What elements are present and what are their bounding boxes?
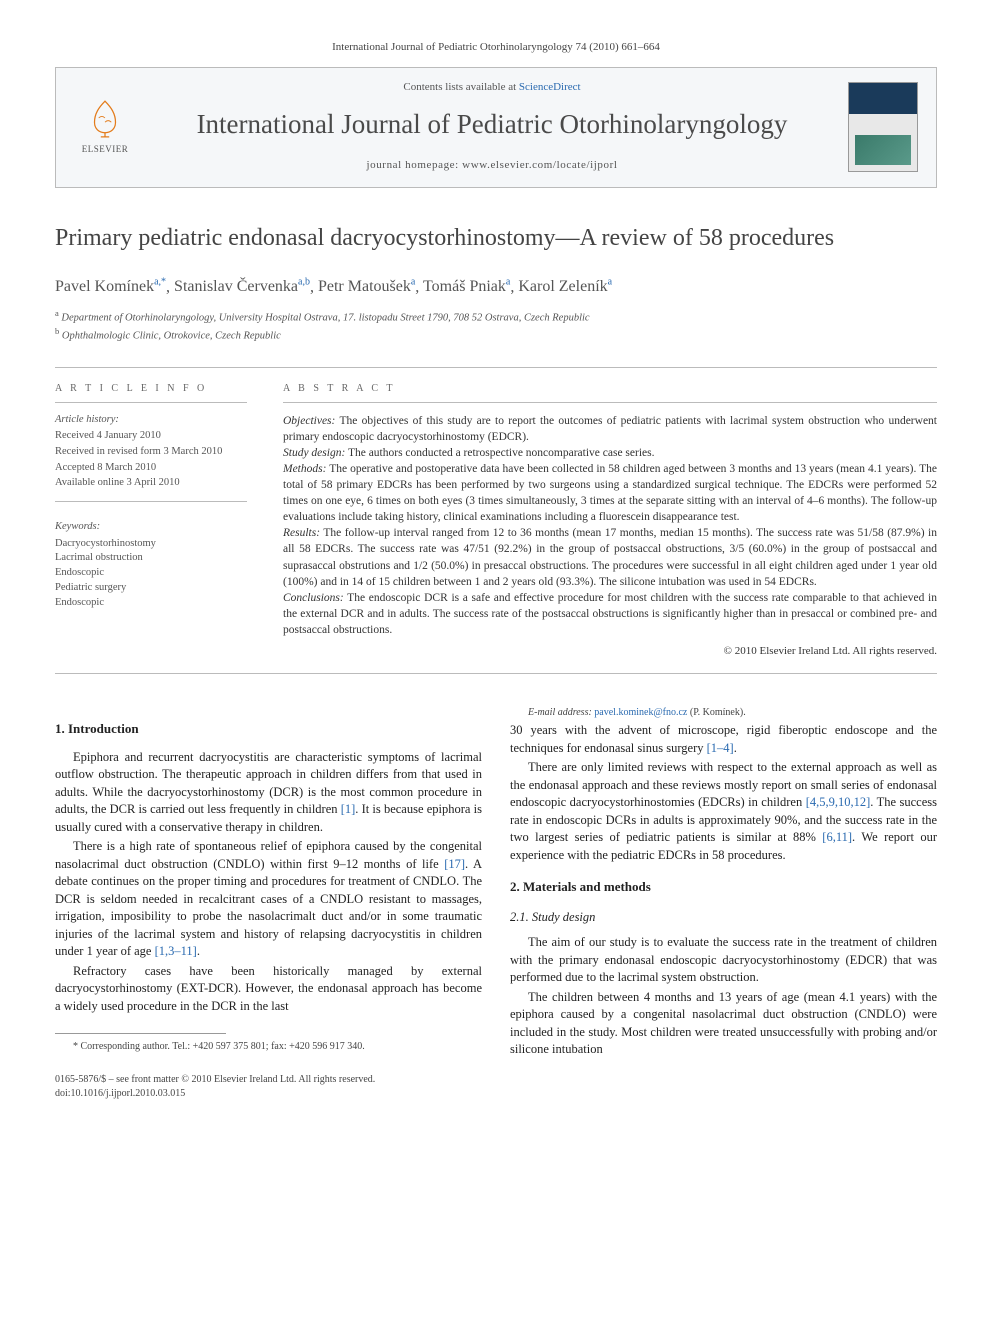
email-footnote: E-mail address: pavel.kominek@fno.cz (P.…: [510, 706, 937, 720]
author: Tomáš Pniaka: [423, 278, 510, 295]
citation-link[interactable]: [1]: [341, 802, 356, 816]
author: Karol Zeleníka: [518, 278, 612, 295]
journal-cover-thumbnail: [848, 82, 918, 172]
body-paragraph: 30 years with the advent of microscope, …: [510, 722, 937, 757]
citation-link[interactable]: [17]: [444, 857, 465, 871]
doi-line: doi:10.1016/j.ijporl.2010.03.015: [55, 1087, 937, 1101]
article-history-title: Article history:: [55, 413, 247, 428]
keyword: Endoscopic: [55, 596, 247, 611]
abstract-methods: Methods: The operative and postoperative…: [283, 461, 937, 525]
author: Pavel Komíneka,*: [55, 278, 166, 295]
abstract-conclusions: Conclusions: The endoscopic DCR is a saf…: [283, 590, 937, 638]
abstract-study-design: Study design: The authors conducted a re…: [283, 445, 937, 461]
body-paragraph: Epiphora and recurrent dacryocystitis ar…: [55, 749, 482, 837]
history-line: Accepted 8 March 2010: [55, 461, 247, 476]
email-link[interactable]: pavel.kominek@fno.cz: [594, 707, 687, 718]
keywords-title: Keywords:: [55, 520, 247, 535]
author: Petr Matoušeka: [318, 278, 415, 295]
section-heading-materials: 2. Materials and methods: [510, 878, 937, 896]
keyword: Pediatric surgery: [55, 581, 247, 596]
article-body: 1. Introduction Epiphora and recurrent d…: [55, 706, 937, 1058]
footnote-rule: [55, 1033, 226, 1034]
journal-header: ELSEVIER Contents lists available at Sci…: [55, 67, 937, 188]
corresponding-author-footnote: * Corresponding author. Tel.: +420 597 3…: [55, 1040, 482, 1054]
copyright: © 2010 Elsevier Ireland Ltd. All rights …: [283, 644, 937, 659]
authors-list: Pavel Komíneka,*, Stanislav Červenkaa,b,…: [55, 276, 937, 299]
subsection-heading-study-design: 2.1. Study design: [510, 909, 937, 927]
citation-link[interactable]: [1–4]: [707, 741, 734, 755]
abstract-heading: A B S T R A C T: [283, 382, 937, 403]
section-heading-introduction: 1. Introduction: [55, 720, 482, 738]
contents-available: Contents lists available at ScienceDirec…: [154, 80, 830, 95]
email-label: E-mail address:: [528, 707, 594, 718]
abstract-results: Results: The follow-up interval ranged f…: [283, 525, 937, 589]
citation-link[interactable]: [6,11]: [822, 830, 852, 844]
contents-prefix: Contents lists available at: [403, 81, 518, 93]
affiliation: a Department of Otorhinolaryngology, Uni…: [55, 308, 937, 326]
history-line: Available online 3 April 2010: [55, 476, 247, 491]
front-matter-line: 0165-5876/$ – see front matter © 2010 El…: [55, 1073, 937, 1087]
article-info-abstract-row: A R T I C L E I N F O Article history: R…: [55, 367, 937, 675]
divider: [55, 501, 247, 502]
keyword: Lacrimal obstruction: [55, 551, 247, 566]
body-paragraph: The aim of our study is to evaluate the …: [510, 934, 937, 987]
elsevier-tree-icon: [84, 97, 126, 139]
abstract-panel: A B S T R A C T Objectives: The objectiv…: [261, 368, 937, 674]
journal-homepage: journal homepage: www.elsevier.com/locat…: [154, 158, 830, 173]
keyword: Dacryocystorhinostomy: [55, 537, 247, 552]
article-title: Primary pediatric endonasal dacryocystor…: [55, 222, 937, 256]
citation-header: International Journal of Pediatric Otorh…: [55, 40, 937, 55]
history-line: Received 4 January 2010: [55, 429, 247, 444]
homepage-url[interactable]: www.elsevier.com/locate/ijporl: [462, 159, 617, 171]
citation-link[interactable]: [1,3–11]: [155, 944, 197, 958]
citation-link[interactable]: [4,5,9,10,12]: [806, 795, 871, 809]
affiliations: a Department of Otorhinolaryngology, Uni…: [55, 308, 937, 344]
publisher-name: ELSEVIER: [82, 143, 129, 156]
homepage-prefix: journal homepage:: [366, 159, 462, 171]
body-paragraph: There is a high rate of spontaneous reli…: [55, 838, 482, 961]
author: Stanislav Červenkaa,b: [174, 278, 310, 295]
sciencedirect-link[interactable]: ScienceDirect: [519, 81, 581, 93]
history-line: Received in revised form 3 March 2010: [55, 445, 247, 460]
body-paragraph: Refractory cases have been historically …: [55, 963, 482, 1016]
article-info-panel: A R T I C L E I N F O Article history: R…: [55, 368, 261, 674]
keyword: Endoscopic: [55, 566, 247, 581]
elsevier-logo: ELSEVIER: [74, 92, 136, 162]
body-paragraph: The children between 4 months and 13 yea…: [510, 989, 937, 1059]
article-info-heading: A R T I C L E I N F O: [55, 382, 247, 403]
body-paragraph: There are only limited reviews with resp…: [510, 759, 937, 864]
abstract-objectives: Objectives: The objectives of this study…: [283, 413, 937, 445]
journal-title: International Journal of Pediatric Otorh…: [154, 106, 830, 144]
affiliation: b Ophthalmologic Clinic, Otrokovice, Cze…: [55, 326, 937, 344]
